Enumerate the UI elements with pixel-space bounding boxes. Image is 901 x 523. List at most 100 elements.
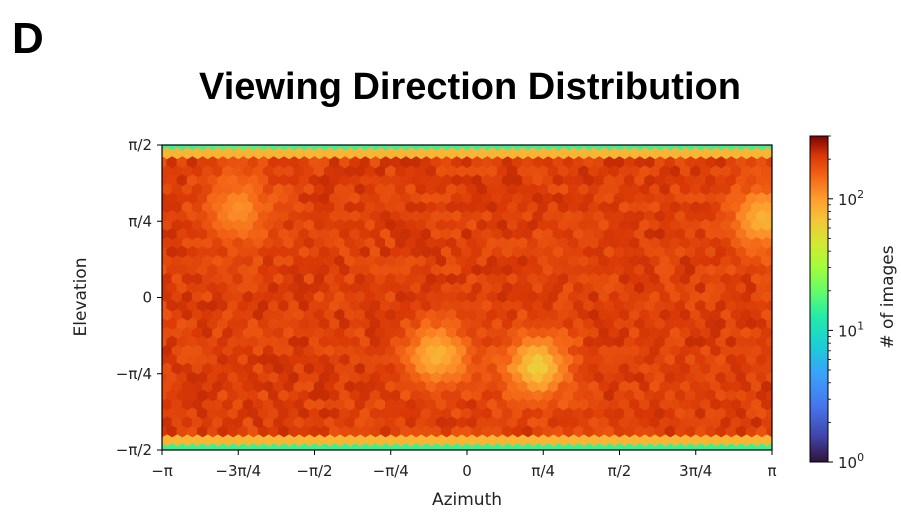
heatmap-cell — [552, 317, 565, 332]
heatmap-cell — [257, 156, 270, 170]
heatmap-cell — [684, 389, 697, 403]
heatmap-cell — [527, 255, 539, 269]
heatmap-cell — [298, 281, 311, 296]
heatmap-cell — [257, 299, 270, 314]
heatmap-cell — [318, 192, 331, 206]
heatmap-cell — [410, 335, 422, 349]
heatmap-cell — [359, 335, 372, 349]
heatmap-cell — [186, 228, 199, 242]
heatmap-cell — [420, 299, 433, 314]
heatmap-cell — [430, 263, 443, 278]
heatmap-cell — [181, 308, 194, 323]
heatmap-cell — [674, 210, 687, 224]
heatmap-cell — [329, 145, 341, 152]
heatmap-cell — [634, 371, 646, 385]
heatmap-cell — [446, 362, 458, 376]
heatmap-cell — [669, 219, 682, 233]
heatmap-cell — [491, 407, 504, 421]
heatmap-cell — [568, 201, 580, 215]
heatmap-cell — [588, 147, 600, 161]
heatmap-cell — [329, 281, 341, 296]
heatmap-cell — [710, 380, 722, 394]
heatmap-cell — [532, 425, 544, 439]
heatmap-cell — [405, 147, 417, 161]
heatmap-cell — [461, 210, 473, 224]
heatmap-cell — [583, 317, 595, 332]
heatmap-cell — [583, 210, 595, 224]
heatmap-cell — [212, 165, 224, 179]
heatmap-cell — [369, 317, 382, 332]
heatmap-cell — [298, 425, 311, 439]
chart-title: Viewing Direction Distribution — [199, 66, 741, 108]
heatmap-cell — [313, 326, 326, 340]
heatmap-cell — [496, 326, 509, 340]
heatmap-cell — [705, 263, 717, 278]
heatmap-cell — [385, 326, 397, 340]
heatmap-cell — [334, 183, 346, 197]
heatmap-cell — [344, 237, 356, 251]
heatmap-cell — [491, 425, 504, 439]
heatmap-cell — [593, 228, 605, 242]
heatmap-cell — [634, 407, 646, 421]
heatmap-cell — [761, 380, 772, 394]
heatmap-cell — [349, 353, 361, 367]
heatmap-cell — [390, 156, 402, 170]
heatmap-cell — [740, 219, 753, 233]
heatmap-cell — [390, 174, 402, 188]
heatmap-cell — [730, 308, 743, 323]
heatmap-cell — [191, 237, 204, 251]
heatmap-cell — [730, 434, 743, 448]
heatmap-cell — [278, 228, 290, 242]
heatmap-cell — [674, 156, 687, 170]
heatmap-cell — [308, 353, 321, 367]
heatmap-cell — [623, 353, 636, 367]
heatmap-cell — [379, 174, 392, 188]
heatmap-cell — [552, 281, 565, 296]
heatmap-cell — [715, 246, 727, 260]
heatmap-cell — [583, 389, 595, 403]
heatmap-cell — [273, 201, 285, 215]
heatmap-cell — [552, 156, 565, 170]
heatmap-cell — [308, 389, 321, 403]
heatmap-cell — [212, 380, 224, 394]
heatmap-cell — [496, 147, 509, 161]
heatmap-cell — [446, 183, 458, 197]
heatmap-cell — [410, 210, 422, 224]
heatmap-cell — [324, 362, 336, 376]
heatmap-cell — [202, 272, 214, 287]
heatmap-cell — [679, 237, 692, 251]
heatmap-cell — [740, 416, 753, 430]
heatmap-cell — [654, 246, 666, 260]
heatmap-cell — [669, 290, 682, 305]
heatmap-cell — [405, 308, 417, 323]
heatmap-cell — [745, 317, 758, 332]
heatmap-cell — [451, 335, 463, 349]
heatmap-cell — [400, 371, 412, 385]
heatmap-cell — [547, 272, 560, 287]
heatmap-cell — [501, 228, 514, 242]
heatmap-cell — [273, 380, 285, 394]
heatmap-cell — [293, 416, 305, 430]
heatmap-cell — [237, 443, 250, 450]
heatmap-cell — [654, 389, 666, 403]
heatmap-cell — [730, 416, 743, 430]
heatmap-cell — [705, 192, 717, 206]
heatmap-cell — [329, 263, 341, 278]
heatmap-cell — [674, 228, 687, 242]
heatmap-cell — [537, 255, 549, 269]
heatmap-cell — [410, 389, 422, 403]
heatmap-cell — [644, 210, 656, 224]
heatmap-cell — [471, 425, 483, 439]
heatmap-cell — [527, 434, 539, 448]
heatmap-cell — [745, 210, 758, 224]
heatmap-cell — [181, 290, 194, 305]
heatmap-cell — [659, 362, 671, 376]
heatmap-cell — [232, 272, 244, 287]
heatmap-cell — [720, 308, 732, 323]
heatmap-cell — [257, 281, 270, 296]
heatmap-cell — [608, 398, 621, 412]
heatmap-cell — [491, 174, 504, 188]
heatmap-cell — [608, 362, 621, 376]
heatmap-cell — [303, 272, 316, 287]
heatmap-cell — [557, 237, 570, 251]
